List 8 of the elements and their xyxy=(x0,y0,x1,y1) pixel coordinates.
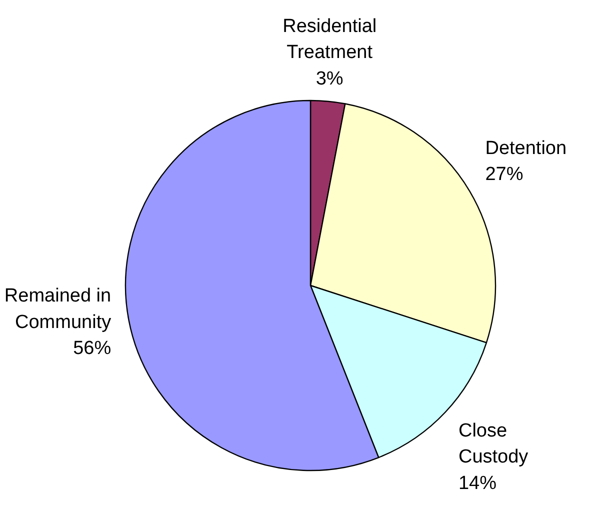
slice-label: Detention xyxy=(485,138,567,159)
data-label: 14% xyxy=(458,472,497,494)
slice-label: Remained in Community xyxy=(4,286,112,333)
data-label: 27% xyxy=(485,164,524,186)
data-label: 3% xyxy=(316,68,344,90)
data-label: 56% xyxy=(73,338,112,360)
slice-label: Residential Treatment xyxy=(282,16,377,64)
slice-label: Close Custody xyxy=(458,420,529,468)
